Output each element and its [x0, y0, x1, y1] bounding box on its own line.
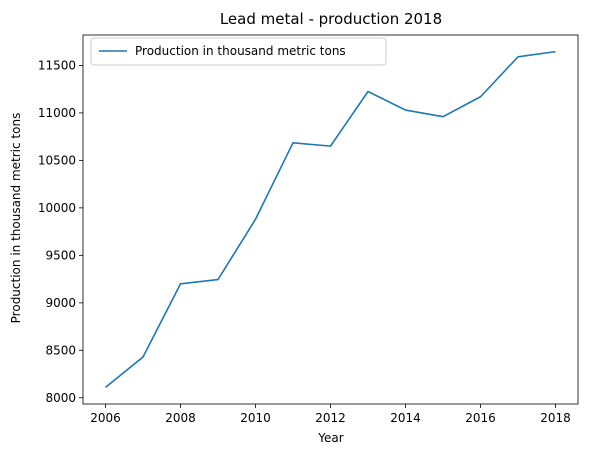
y-tick-label: 10500 [38, 153, 76, 167]
chart-title: Lead metal - production 2018 [220, 10, 442, 28]
x-tick-label: 2016 [465, 411, 496, 425]
legend: Production in thousand metric tons [91, 38, 386, 65]
plot-frame [83, 35, 578, 404]
x-tick-label: 2012 [315, 411, 346, 425]
x-tick-label: 2008 [165, 411, 196, 425]
series-line [106, 52, 556, 388]
y-tick-label: 11500 [38, 58, 76, 72]
legend-label: Production in thousand metric tons [135, 44, 346, 58]
x-tick-label: 2014 [390, 411, 421, 425]
y-tick-label: 8500 [45, 343, 76, 357]
y-tick-label: 9500 [45, 248, 76, 262]
y-tick-label: 9000 [45, 296, 76, 310]
x-tick-label: 2018 [540, 411, 571, 425]
x-axis-label: Year [317, 431, 343, 445]
y-tick-label: 10000 [38, 201, 76, 215]
y-tick-label: 8000 [45, 391, 76, 405]
y-axis-label: Production in thousand metric tons [9, 113, 23, 324]
series-layer [106, 52, 556, 388]
x-axis: 2006 2008 2010 2012 2014 2016 2018 [90, 404, 571, 425]
y-axis: 8000 8500 9000 9500 10000 10500 11000 11500 [38, 58, 83, 404]
x-tick-label: 2006 [90, 411, 121, 425]
x-tick-label: 2010 [240, 411, 271, 425]
y-tick-label: 11000 [38, 106, 76, 120]
plot-area [83, 35, 578, 404]
